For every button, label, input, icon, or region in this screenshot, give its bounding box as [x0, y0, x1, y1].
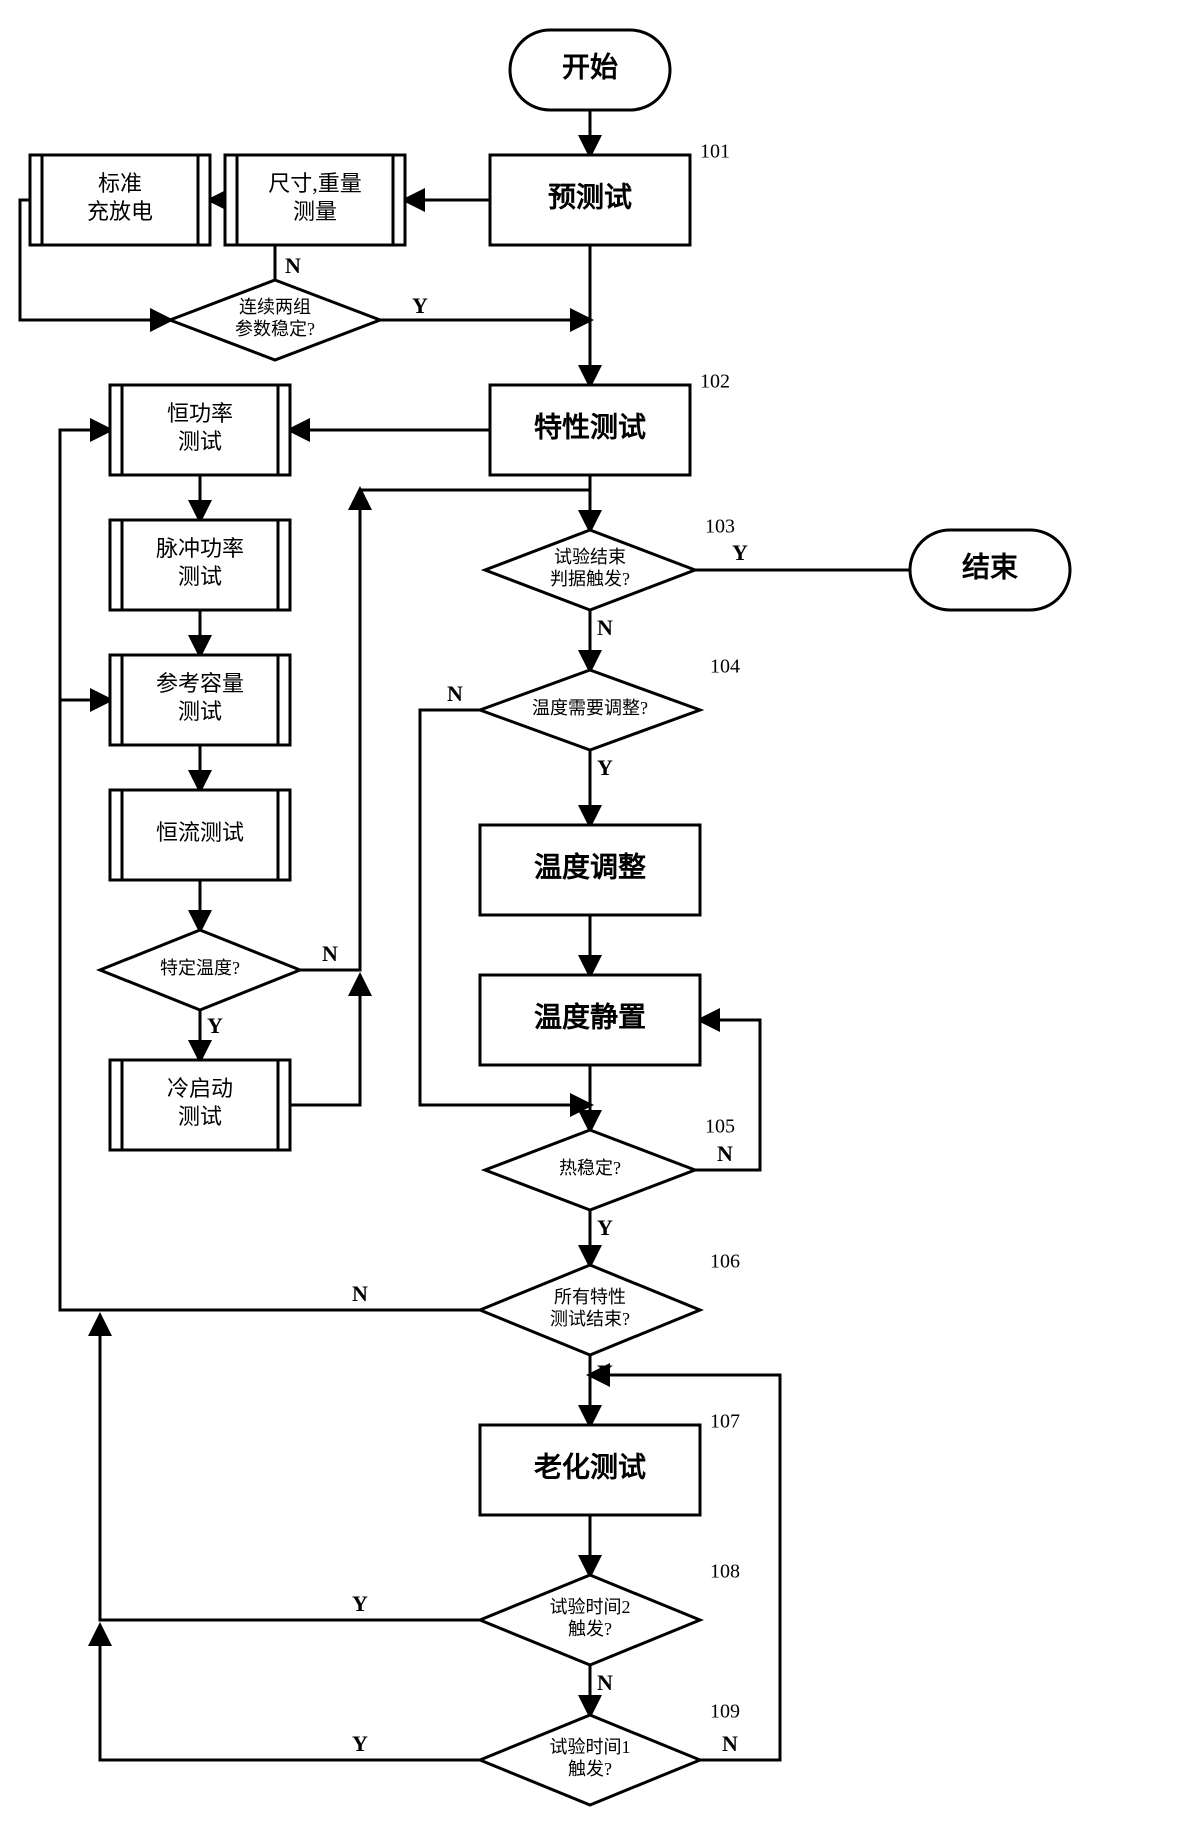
- svg-text:温度静置: 温度静置: [534, 1001, 646, 1033]
- svg-text:Y: Y: [412, 293, 428, 318]
- svg-text:老化测试: 老化测试: [534, 1451, 646, 1483]
- svg-text:脉冲功率: 脉冲功率: [156, 536, 244, 561]
- svg-text:温度需要调整?: 温度需要调整?: [532, 698, 648, 718]
- svg-text:试验结束: 试验结束: [554, 547, 626, 567]
- svg-text:Y: Y: [352, 1731, 368, 1756]
- ref-103: 103: [705, 516, 735, 538]
- svg-text:N: N: [447, 681, 463, 706]
- svg-text:N: N: [717, 1141, 733, 1166]
- svg-text:测试: 测试: [178, 564, 222, 589]
- svg-text:N: N: [597, 1670, 613, 1695]
- svg-text:测量: 测量: [293, 199, 337, 224]
- svg-text:恒流测试: 恒流测试: [156, 820, 244, 845]
- svg-text:连续两组: 连续两组: [239, 297, 311, 317]
- svg-text:触发?: 触发?: [568, 1759, 612, 1779]
- svg-text:N: N: [722, 1731, 738, 1756]
- svg-text:特定温度?: 特定温度?: [160, 958, 240, 978]
- svg-text:测试: 测试: [178, 429, 222, 454]
- svg-text:N: N: [597, 615, 613, 640]
- svg-text:Y: Y: [352, 1591, 368, 1616]
- svg-text:尺寸,重量: 尺寸,重量: [268, 171, 362, 196]
- svg-text:N: N: [285, 253, 301, 278]
- flowchart: 开始结束 预测试 101 尺寸,重量测量 标准充放电连续两组参数稳定? 特性测试 102 恒功…: [0, 0, 1177, 1844]
- ref-104: 104: [710, 656, 740, 678]
- ref-101: 101: [700, 141, 730, 163]
- svg-text:热稳定?: 热稳定?: [559, 1158, 621, 1178]
- svg-text:Y: Y: [597, 1215, 613, 1240]
- svg-text:测试: 测试: [178, 1104, 222, 1129]
- svg-text:触发?: 触发?: [568, 1619, 612, 1639]
- svg-text:特性测试: 特性测试: [534, 411, 646, 443]
- svg-text:温度调整: 温度调整: [534, 851, 646, 883]
- svg-text:预测试: 预测试: [548, 181, 632, 213]
- svg-text:测试: 测试: [178, 699, 222, 724]
- svg-text:测试结束?: 测试结束?: [550, 1309, 630, 1329]
- ref-107: 107: [710, 1411, 740, 1433]
- svg-text:开始: 开始: [562, 51, 618, 83]
- svg-text:试验时间2: 试验时间2: [550, 1597, 631, 1617]
- svg-text:N: N: [322, 941, 338, 966]
- svg-text:标准: 标准: [98, 171, 142, 196]
- ref-109: 109: [710, 1701, 740, 1723]
- svg-text:参考容量: 参考容量: [156, 671, 244, 696]
- svg-text:结束: 结束: [962, 551, 1018, 583]
- svg-text:参数稳定?: 参数稳定?: [235, 319, 315, 339]
- svg-text:冷启动: 冷启动: [167, 1076, 233, 1101]
- ref-105: 105: [705, 1116, 735, 1138]
- ref-106: 106: [710, 1251, 740, 1273]
- svg-text:Y: Y: [597, 1360, 613, 1385]
- svg-text:所有特性: 所有特性: [554, 1287, 626, 1307]
- svg-text:充放电: 充放电: [87, 199, 153, 224]
- svg-text:Y: Y: [207, 1013, 223, 1038]
- ref-108: 108: [710, 1561, 740, 1583]
- svg-text:判据触发?: 判据触发?: [550, 569, 630, 589]
- svg-text:Y: Y: [732, 540, 748, 565]
- svg-text:试验时间1: 试验时间1: [550, 1737, 631, 1757]
- svg-text:恒功率: 恒功率: [167, 401, 233, 426]
- ref-102: 102: [700, 371, 730, 393]
- svg-text:N: N: [352, 1281, 368, 1306]
- svg-text:Y: Y: [597, 755, 613, 780]
